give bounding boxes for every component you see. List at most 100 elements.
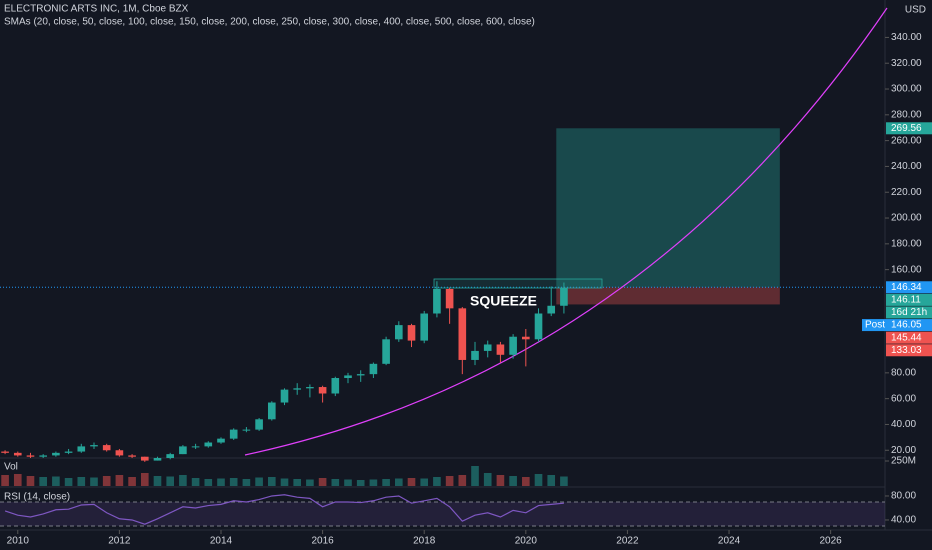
y-tick-label: 320.00 <box>891 58 922 69</box>
volume-bar <box>293 479 302 486</box>
volume-bar <box>433 477 441 486</box>
price-label: 16d 21h <box>891 307 927 318</box>
volume-bar <box>560 476 568 486</box>
rsi-line <box>4 494 564 525</box>
y-tick-label: 60.00 <box>891 393 916 404</box>
volume-bar <box>522 477 530 486</box>
volume-bar <box>547 475 556 486</box>
rsi-label: RSI (14, close) <box>4 492 70 503</box>
x-tick-label: 2016 <box>311 536 334 547</box>
volume-bar <box>420 478 429 486</box>
candle-body <box>547 305 556 314</box>
price-label: 269.56 <box>891 123 922 134</box>
price-label: 145.44 <box>891 332 922 343</box>
price-label: 133.03 <box>891 345 922 356</box>
price-label-bg <box>886 331 932 344</box>
price-label-bg <box>886 281 932 294</box>
volume-bar <box>39 477 47 486</box>
y-tick-label: 80.00 <box>891 367 916 378</box>
x-tick-label: 2018 <box>413 536 436 547</box>
price-label-bg <box>886 319 932 332</box>
volume-bar <box>26 476 35 486</box>
y-tick-label: 20.00 <box>891 445 916 456</box>
candle-body <box>217 438 225 443</box>
volume-bar <box>217 478 225 486</box>
annotation: SQUEEZE <box>470 293 537 309</box>
y-tick-label: 220.00 <box>891 187 922 198</box>
x-tick-label: 2020 <box>515 536 538 547</box>
candle-body <box>242 429 251 431</box>
volume-bar <box>128 477 136 486</box>
x-tick-label: 2024 <box>718 536 741 547</box>
volume-bar <box>179 475 187 486</box>
volume-label: Vol <box>4 462 18 473</box>
candle-body <box>394 325 403 340</box>
candle-body <box>191 446 200 448</box>
volume-bar <box>242 479 251 486</box>
candle-body <box>229 429 238 439</box>
price-tag-bg <box>862 319 886 332</box>
x-tick-label: 2026 <box>820 536 843 547</box>
y-tick-label: 80.00 <box>891 491 916 502</box>
volume-bar <box>229 478 238 486</box>
y-tick-label: 260.00 <box>891 135 922 146</box>
rsi-band <box>0 501 885 526</box>
candle-body <box>331 378 340 394</box>
volume-bar <box>483 473 492 486</box>
candle-body <box>382 339 390 364</box>
candle-body <box>255 419 263 430</box>
y-tick-label: 180.00 <box>891 238 922 249</box>
volume-bar <box>64 478 73 486</box>
volume-bar <box>90 477 98 486</box>
candle-body <box>90 445 98 447</box>
candle-body <box>344 375 352 379</box>
x-tick-label: 2012 <box>108 536 131 547</box>
price-tag: Post <box>865 320 885 331</box>
price-label-bg <box>886 122 932 135</box>
volume-bar <box>166 476 175 486</box>
candle-body <box>153 458 162 461</box>
curve-drawing <box>244 7 888 456</box>
candle-body <box>64 451 73 453</box>
y-tick-label: 40.00 <box>891 515 916 526</box>
volume-bar <box>534 474 543 486</box>
candle-body <box>445 288 454 309</box>
volume-bar <box>471 466 479 486</box>
volume-bar <box>445 476 454 486</box>
stop-zone <box>556 287 780 305</box>
candle-body <box>369 363 378 375</box>
candle-body <box>26 455 35 457</box>
y-tick-label: 250M <box>891 456 916 467</box>
price-label: 146.34 <box>891 282 922 293</box>
candle-body <box>1 451 9 453</box>
candle-body <box>293 388 302 390</box>
candle-body <box>115 450 124 456</box>
y-tick-label: 240.00 <box>891 161 922 172</box>
y-tick-label: 200.00 <box>891 213 922 224</box>
candle-body <box>483 344 492 351</box>
volume-bar <box>140 473 149 486</box>
price-label-bg <box>886 306 932 319</box>
volume-bar <box>382 479 390 486</box>
squeeze-box <box>433 278 603 289</box>
volume-bar <box>255 477 263 486</box>
volume-bar <box>1 475 9 486</box>
volume-bar <box>280 478 289 486</box>
candle-body <box>204 442 213 447</box>
volume-bar <box>102 476 111 486</box>
volume-bar <box>153 476 162 486</box>
target-zone <box>556 128 780 288</box>
x-tick-label: 2010 <box>7 536 30 547</box>
candle-body <box>128 455 136 457</box>
candle-body <box>356 374 365 376</box>
price-label-bg <box>886 293 932 306</box>
candle-body <box>509 336 517 355</box>
y-tick-label: 40.00 <box>891 419 916 430</box>
candle-body <box>13 452 22 456</box>
volume-bar <box>13 474 22 486</box>
candle-body <box>560 287 568 306</box>
price-label-bg <box>886 344 932 357</box>
volume-bar <box>115 475 124 486</box>
candle-body <box>102 445 111 451</box>
